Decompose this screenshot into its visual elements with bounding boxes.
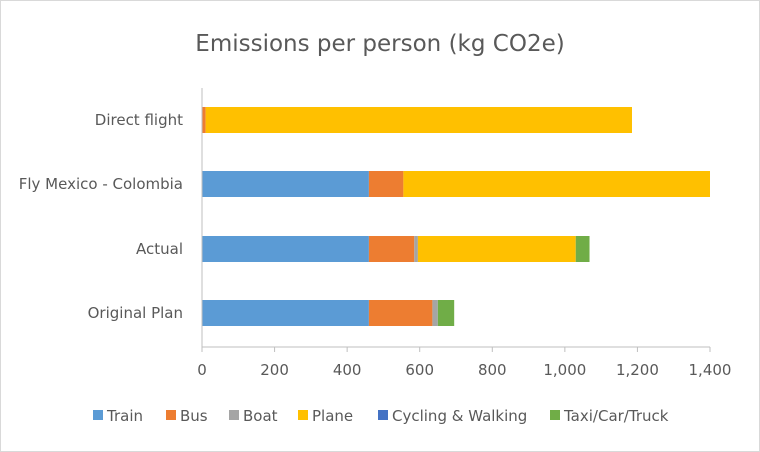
x-tick-label: 200 — [260, 361, 289, 379]
x-tick-label: 600 — [405, 361, 434, 379]
bar-taxi-car-truck-2 — [575, 236, 590, 262]
legend-swatch — [298, 410, 308, 420]
legend: Train Bus Boat Plane Cycling & Walking Taxi/C… — [93, 407, 669, 425]
bar-plane-1 — [403, 171, 710, 197]
legend-swatch — [229, 410, 239, 420]
category-label: Original Plan — [88, 304, 183, 322]
legend-item-taxi-car-truck: Taxi/Car/Truck — [550, 407, 669, 425]
bar-plane-0 — [205, 107, 632, 133]
x-tick-label: 1,400 — [689, 361, 732, 379]
bar-bus-3 — [368, 300, 433, 326]
x-tick-label: 0 — [197, 361, 207, 379]
x-tick-label: 1,200 — [616, 361, 659, 379]
bar-train-1 — [202, 171, 369, 197]
legend-label: Boat — [243, 407, 278, 425]
x-tick-label: 400 — [333, 361, 362, 379]
x-tick-label: 1,000 — [543, 361, 586, 379]
legend-label: Plane — [312, 407, 353, 425]
bar-train-2 — [202, 236, 369, 262]
bar-bus-1 — [368, 171, 404, 197]
category-label: Actual — [136, 240, 183, 258]
bar-taxi-car-truck-3 — [437, 300, 455, 326]
legend-item-bus: Bus — [166, 407, 208, 425]
bar-bus-2 — [368, 236, 415, 262]
chart-title: Emissions per person (kg CO2e) — [195, 31, 564, 57]
category-label: Fly Mexico - Colombia — [19, 175, 183, 193]
category-label: Direct flight — [95, 111, 183, 129]
legend-label: Cycling & Walking — [392, 407, 527, 425]
legend-item-plane: Plane — [298, 407, 353, 425]
legend-item-boat: Boat — [229, 407, 278, 425]
legend-label: Bus — [180, 407, 208, 425]
x-tick-label: 800 — [478, 361, 507, 379]
legend-swatch — [378, 410, 388, 420]
legend-swatch — [166, 410, 176, 420]
bars-group — [202, 107, 710, 326]
category-labels: Direct flight Fly Mexico - Colombia Actual… — [19, 111, 183, 322]
legend-label: Taxi/Car/Truck — [563, 407, 669, 425]
x-axis: 0 200 400 600 800 1,000 1,200 1,400 — [197, 88, 731, 379]
bar-plane-2 — [417, 236, 576, 262]
legend-item-train: Train — [93, 407, 143, 425]
legend-item-cycling-walking: Cycling & Walking — [378, 407, 527, 425]
bar-bus-0 — [202, 107, 206, 133]
bar-boat-2 — [414, 236, 418, 262]
bar-boat-3 — [432, 300, 438, 326]
legend-label: Train — [106, 407, 143, 425]
legend-swatch — [550, 410, 560, 420]
legend-swatch — [93, 410, 103, 420]
bar-train-3 — [202, 300, 369, 326]
